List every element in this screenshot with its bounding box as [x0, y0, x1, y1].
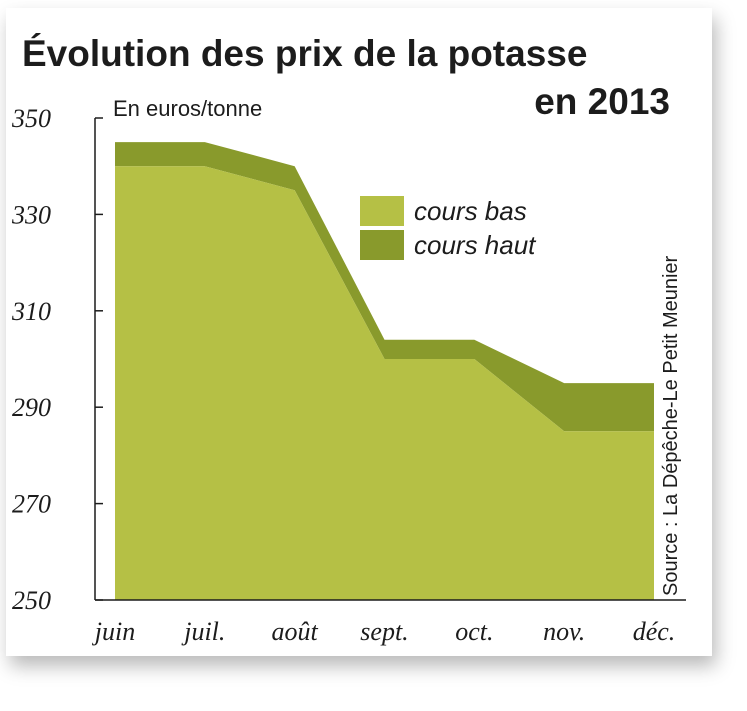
x-tick-label: juil. [181, 617, 225, 646]
x-tick-label: nov. [543, 617, 585, 646]
chart-title-line2: en 2013 [534, 81, 670, 122]
x-tick-label: oct. [455, 617, 493, 646]
y-tick-label: 310 [11, 297, 51, 326]
y-tick-label: 350 [11, 104, 51, 133]
y-tick-label: 290 [12, 393, 51, 422]
y-tick-label: 330 [11, 200, 51, 229]
x-tick-label: déc. [633, 617, 676, 646]
x-tick-label: sept. [360, 617, 408, 646]
legend-label: cours haut [414, 230, 537, 260]
legend-swatch [360, 196, 404, 226]
x-tick-label: juin [92, 617, 135, 646]
chart-title-line1: Évolution des prix de la potasse [22, 33, 588, 74]
legend-swatch [360, 230, 404, 260]
series-cours-haut-area [115, 142, 654, 432]
chart-title: Évolution des prix de la potasse en 2013 [0, 30, 670, 126]
unit-label: En euros/tonne [113, 96, 263, 121]
y-tick-label: 270 [12, 490, 51, 519]
x-tick-label: août [272, 617, 319, 646]
series-cours-bas-area [115, 166, 654, 600]
legend-label: cours bas [414, 196, 527, 226]
y-tick-label: 250 [12, 586, 51, 615]
